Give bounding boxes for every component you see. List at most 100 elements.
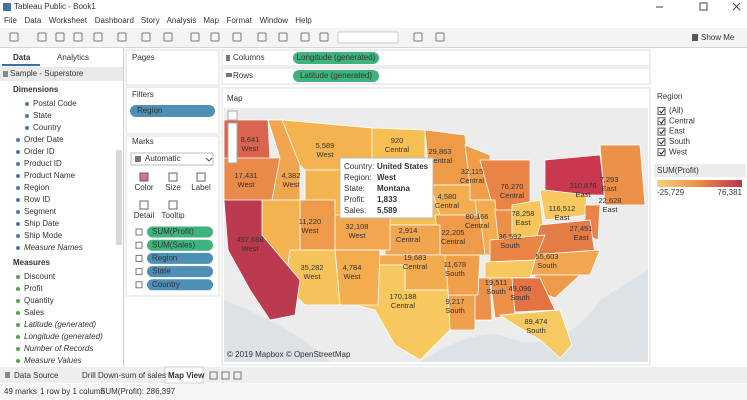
- new-sheet-icon[interactable]: [233, 371, 242, 380]
- mark-pill[interactable]: [147, 239, 213, 251]
- toolbar-icon[interactable]: [257, 32, 267, 42]
- sheet-tab[interactable]: Data Source: [14, 371, 59, 380]
- dimension-field[interactable]: Region: [24, 183, 49, 192]
- mark-pill-label[interactable]: Country: [152, 280, 180, 289]
- mark-pill[interactable]: [147, 279, 213, 291]
- maximize[interactable]: [699, 2, 708, 11]
- analytics-tab[interactable]: Analytics: [57, 53, 89, 62]
- toolbar-icon[interactable]: [163, 32, 173, 42]
- rows-pill-label[interactable]: Latitude (generated): [300, 71, 372, 80]
- menu-item[interactable]: Map: [203, 16, 219, 25]
- toolbar-icon[interactable]: [9, 32, 19, 42]
- mark-button-icon[interactable]: [139, 200, 149, 210]
- toolbar-icon[interactable]: [435, 32, 445, 42]
- dimension-field[interactable]: Measure Names: [24, 243, 83, 252]
- measure-field[interactable]: Latitude (generated): [24, 320, 96, 329]
- dimension-field[interactable]: State: [33, 111, 52, 120]
- sheet-tab[interactable]: Map View: [168, 371, 205, 380]
- mark-button-icon[interactable]: [168, 200, 178, 210]
- rows-pill[interactable]: [293, 70, 379, 82]
- dimension-field[interactable]: Segment: [24, 207, 57, 216]
- mark-pill[interactable]: [147, 252, 213, 264]
- new-sheet-icon[interactable]: [221, 371, 230, 380]
- columns-pill-label[interactable]: Longitude (generated): [297, 53, 376, 62]
- mark-button[interactable]: Size: [165, 183, 181, 192]
- toolbar-icon[interactable]: [210, 32, 220, 42]
- toolbar-icon[interactable]: [190, 32, 200, 42]
- mark-pill-label[interactable]: SUM(Profit): [152, 227, 194, 236]
- map-search[interactable]: [227, 110, 238, 121]
- measure-field[interactable]: Measure Values: [24, 356, 82, 365]
- measure-field[interactable]: Longitude (generated): [24, 332, 103, 341]
- state[interactable]: [498, 309, 573, 359]
- menu-item[interactable]: Worksheet: [49, 16, 88, 25]
- mark-type-dropdown[interactable]: [130, 152, 214, 166]
- toolbar-icon[interactable]: [413, 32, 423, 42]
- measure-field[interactable]: Discount: [24, 272, 56, 281]
- toolbar-dropdown[interactable]: [337, 31, 399, 44]
- menu-item[interactable]: File: [4, 16, 17, 25]
- mark-button[interactable]: Color: [134, 183, 153, 192]
- mark-button-icon[interactable]: [196, 172, 206, 182]
- checkbox[interactable]: [657, 137, 666, 146]
- mark-button[interactable]: Detail: [134, 211, 155, 220]
- menu-item[interactable]: Window: [260, 16, 289, 25]
- dimension-field[interactable]: Product Name: [24, 171, 76, 180]
- show-me[interactable]: Show Me: [701, 33, 735, 42]
- filter-pill-label[interactable]: Region: [137, 106, 162, 115]
- sheet-tab[interactable]: Drill Down-sum of sales: [82, 371, 166, 380]
- toolbar-icon[interactable]: [73, 32, 83, 42]
- toolbar-icon[interactable]: [117, 32, 127, 42]
- map-zoom-controls[interactable]: [227, 122, 238, 164]
- checkbox[interactable]: [657, 127, 666, 136]
- measure-field[interactable]: Profit: [24, 284, 43, 293]
- mark-pill-label[interactable]: SUM(Sales): [152, 240, 195, 249]
- toolbar-icon[interactable]: [278, 32, 288, 42]
- data-source[interactable]: Sample - Superstore: [10, 69, 84, 78]
- mark-pill-label[interactable]: Region: [152, 254, 177, 263]
- mark-button[interactable]: Label: [191, 183, 211, 192]
- measure-field[interactable]: Sales: [24, 308, 44, 317]
- toolbar-icon[interactable]: [141, 32, 151, 42]
- menu-item[interactable]: Analysis: [167, 16, 197, 25]
- toolbar-icon[interactable]: [55, 32, 65, 42]
- toolbar-icon[interactable]: [319, 32, 329, 42]
- mark-pill[interactable]: [147, 226, 213, 238]
- checkbox[interactable]: [657, 148, 666, 157]
- dimension-field[interactable]: Order ID: [24, 147, 55, 156]
- state[interactable]: [223, 199, 301, 321]
- dimension-field[interactable]: Postal Code: [33, 99, 77, 108]
- dimension-field[interactable]: Product ID: [24, 159, 62, 168]
- region-legend-item[interactable]: South: [669, 137, 690, 146]
- checkbox[interactable]: [657, 107, 666, 115]
- checkbox[interactable]: [657, 117, 666, 126]
- menu-item[interactable]: Data: [24, 16, 41, 25]
- toolbar-icon[interactable]: [232, 32, 242, 42]
- filter-pill[interactable]: [130, 105, 215, 117]
- mark-button-icon[interactable]: [139, 172, 149, 182]
- mark-pill[interactable]: [147, 266, 213, 278]
- mark-button-icon[interactable]: [168, 172, 178, 182]
- state[interactable]: [484, 259, 536, 279]
- region-legend-item[interactable]: (All): [669, 106, 684, 115]
- toolbar-icon[interactable]: [300, 32, 310, 42]
- mark-button[interactable]: Tooltip: [161, 211, 185, 220]
- dimension-field[interactable]: Ship Date: [24, 219, 60, 228]
- region-legend-item[interactable]: West: [669, 147, 688, 156]
- toolbar-icon[interactable]: [37, 32, 47, 42]
- state[interactable]: [599, 144, 646, 206]
- menu-item[interactable]: Story: [141, 16, 160, 25]
- region-legend-item[interactable]: Central: [669, 116, 695, 125]
- state[interactable]: [544, 154, 606, 196]
- new-sheet-icon[interactable]: [209, 371, 218, 380]
- columns-pill[interactable]: [293, 52, 379, 64]
- close[interactable]: [732, 2, 741, 11]
- mark-pill-label[interactable]: State: [152, 267, 171, 276]
- menu-item[interactable]: Help: [295, 16, 312, 25]
- source-row[interactable]: [0, 67, 123, 81]
- measure-field[interactable]: Number of Records: [24, 344, 93, 353]
- data-tab[interactable]: Data: [13, 53, 31, 62]
- scrollbar[interactable]: [116, 150, 122, 245]
- mark-type[interactable]: Automatic: [145, 154, 181, 163]
- menu-item[interactable]: Dashboard: [95, 16, 134, 25]
